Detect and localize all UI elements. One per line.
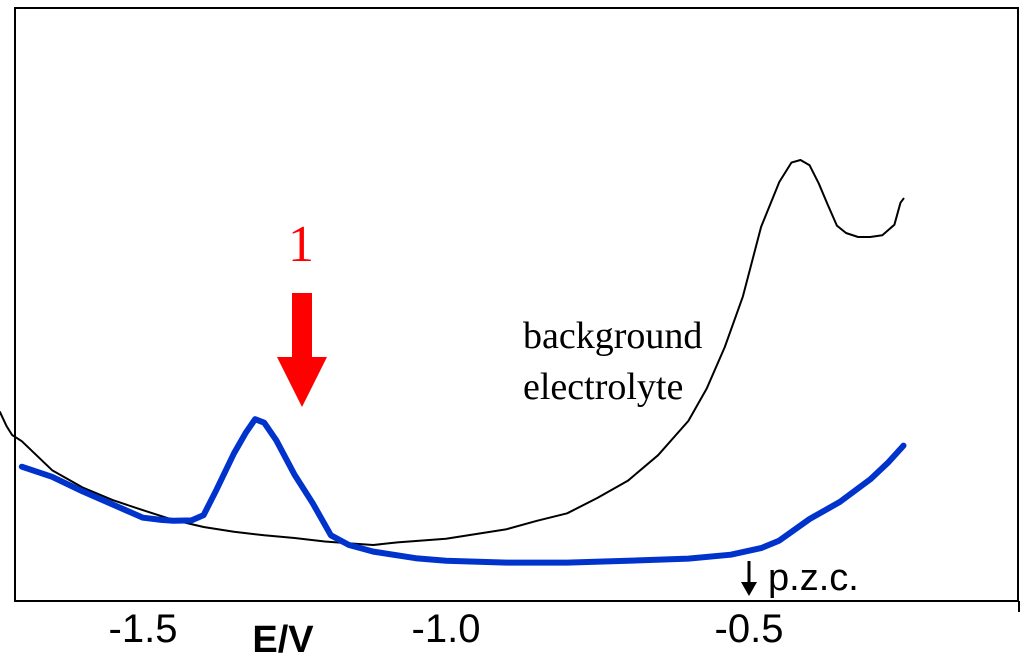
x-tick-label: -1.5 (109, 607, 178, 651)
x-tick-label: -1.0 (412, 607, 481, 651)
pzc-label: p.z.c. (768, 557, 859, 599)
background-electrolyte-label-line2: electrolyte (523, 366, 683, 408)
background-electrolyte-label-line1: background (523, 315, 702, 357)
series-layer (0, 159, 907, 566)
pzc-arrow-icon (741, 561, 757, 596)
x-tick-label: -0.5 (715, 607, 784, 651)
peak-label: 1 (288, 216, 314, 273)
series-line-background-electrolyte (0, 159, 905, 546)
x-axis-label: E/V (252, 619, 314, 656)
series-line-measured (18, 416, 907, 566)
plot-frame (14, 7, 1019, 602)
peak-arrow-icon (277, 293, 327, 407)
